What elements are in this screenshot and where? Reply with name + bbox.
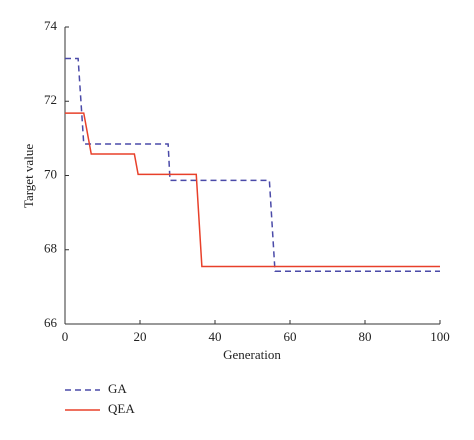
y-axis-label: Target value: [21, 144, 36, 208]
y-tick-label: 72: [44, 92, 57, 107]
x-tick-label: 0: [62, 329, 69, 344]
y-tick-label: 68: [44, 241, 57, 256]
legend-label: GA: [108, 381, 127, 396]
series-line: [65, 112, 440, 268]
x-tick-label: 60: [284, 329, 297, 344]
x-axis-label: Generation: [223, 347, 281, 362]
x-tick-label: 40: [209, 329, 222, 344]
y-tick-label: 70: [44, 166, 57, 181]
y-tick-label: 74: [44, 18, 58, 33]
legend-label: QEA: [108, 401, 135, 416]
y-tick-label: 66: [44, 315, 58, 330]
x-tick-label: 80: [359, 329, 372, 344]
series-line: [65, 57, 440, 273]
x-tick-label: 100: [430, 329, 450, 344]
x-tick-label: 20: [134, 329, 147, 344]
